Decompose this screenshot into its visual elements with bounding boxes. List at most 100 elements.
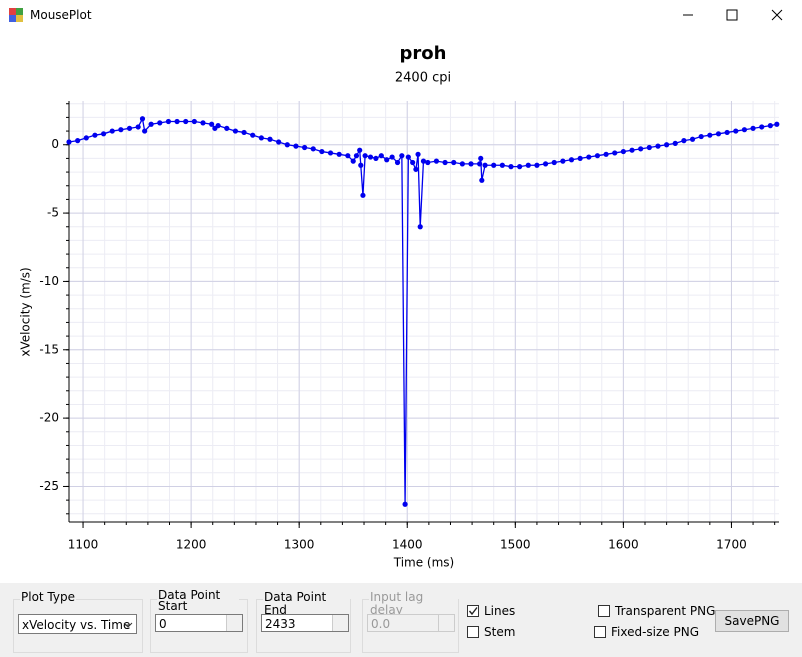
data-point	[183, 118, 189, 125]
input-value: 2433	[265, 617, 296, 631]
data-point	[319, 148, 325, 155]
data-point	[534, 162, 540, 168]
x-tick-label: 1300	[284, 538, 315, 552]
checkbox-label: Lines	[484, 604, 516, 618]
data-point	[232, 128, 239, 134]
data-point	[417, 224, 423, 230]
chart-subtitle: 2400 cpi	[395, 71, 451, 86]
data-point	[733, 128, 739, 134]
x-tick-label: 1500	[500, 538, 531, 552]
lines-checkbox[interactable]: Lines	[467, 604, 515, 618]
lag-input: 0.0	[367, 614, 455, 632]
data-point	[276, 139, 282, 145]
save-png-button[interactable]: SavePNG	[715, 610, 789, 632]
data-point	[750, 125, 756, 131]
data-point	[362, 153, 368, 159]
data-point	[478, 155, 484, 162]
checkbox-box[interactable]	[467, 626, 479, 638]
data-point	[258, 135, 264, 141]
data-point	[413, 166, 419, 172]
data-point	[415, 151, 421, 157]
data-point	[698, 133, 704, 140]
data-point	[420, 158, 427, 164]
start-input[interactable]: 0	[155, 614, 243, 632]
data-point	[451, 159, 457, 166]
data-point	[433, 158, 440, 164]
data-point	[577, 155, 583, 162]
y-tick-label: 0	[51, 137, 59, 151]
group-label: Input lag delay	[369, 591, 458, 617]
close[interactable]	[771, 9, 783, 21]
x-tick-label: 1400	[392, 538, 423, 552]
group-label: Plot Type	[20, 590, 76, 604]
data-point	[336, 151, 342, 157]
checkbox-box[interactable]	[598, 605, 610, 617]
data-point	[612, 150, 618, 156]
data-point	[629, 147, 635, 153]
data-point	[707, 132, 713, 138]
checkbox-box[interactable]	[467, 605, 479, 617]
data-point	[327, 150, 334, 156]
group-label: Data Point Start	[157, 590, 239, 611]
data-point	[250, 132, 256, 138]
chart-title: proh	[400, 43, 447, 64]
chart: proh 2400 cpi Time (ms) xVelocity (m/s) …	[19, 43, 780, 570]
control-panel: Plot Type xVelocity vs. Time Data Point …	[0, 583, 802, 657]
data-point	[118, 127, 124, 133]
data-point	[425, 159, 431, 166]
data-point	[241, 129, 247, 136]
data-point	[284, 142, 290, 148]
data-point	[191, 118, 197, 125]
data-point	[689, 136, 696, 142]
data-point	[345, 153, 351, 159]
x-tick-label: 1700	[716, 538, 747, 552]
title-bar: MousePlot	[0, 0, 802, 30]
x-tick-label: 1100	[68, 538, 99, 552]
checkbox-label: Fixed-size PNG	[611, 625, 700, 639]
data-point	[353, 153, 360, 159]
group-label: Data Point End	[263, 591, 350, 617]
data-point	[664, 142, 670, 148]
transparent-checkbox[interactable]: Transparent PNG	[598, 604, 715, 618]
data-point	[655, 143, 661, 149]
data-point	[410, 159, 416, 166]
stem-checkbox[interactable]: Stem	[467, 625, 515, 639]
checkbox-label: Transparent PNG	[615, 604, 716, 618]
data-point	[215, 123, 221, 129]
plot-type-combobox[interactable]: xVelocity vs. Time	[18, 614, 137, 634]
x-tick-label: 1200	[176, 538, 207, 552]
data-point	[479, 177, 485, 183]
x-tick-label: 1600	[608, 538, 639, 552]
end-input[interactable]: 2433	[261, 614, 349, 632]
data-line	[68, 116, 777, 505]
checkbox-box[interactable]	[594, 626, 606, 638]
data-point	[358, 162, 364, 168]
input-value: 0	[159, 617, 167, 631]
data-point	[135, 124, 141, 130]
data-point	[75, 138, 81, 144]
data-point	[603, 151, 609, 157]
checkbox-label: Stem	[484, 625, 516, 639]
app-icon	[9, 8, 23, 22]
data-point	[148, 121, 154, 127]
y-tick-label: -5	[47, 206, 59, 220]
y-tick-label: -20	[39, 411, 59, 425]
maximize[interactable]	[726, 9, 738, 21]
window-buttons[interactable]	[660, 0, 802, 30]
data-point	[310, 146, 316, 152]
fixed-size-checkbox[interactable]: Fixed-size PNG	[594, 625, 699, 639]
data-point	[477, 161, 483, 167]
data-point	[378, 153, 384, 159]
data-point	[126, 125, 133, 131]
data-point	[350, 158, 356, 164]
data-point	[638, 146, 644, 152]
data-point	[594, 153, 601, 159]
data-point	[551, 159, 557, 166]
data-point	[399, 153, 405, 159]
data-point	[373, 155, 379, 162]
data-point	[360, 192, 366, 198]
data-point	[402, 501, 408, 507]
data-point	[759, 124, 765, 130]
data-point	[517, 164, 523, 170]
